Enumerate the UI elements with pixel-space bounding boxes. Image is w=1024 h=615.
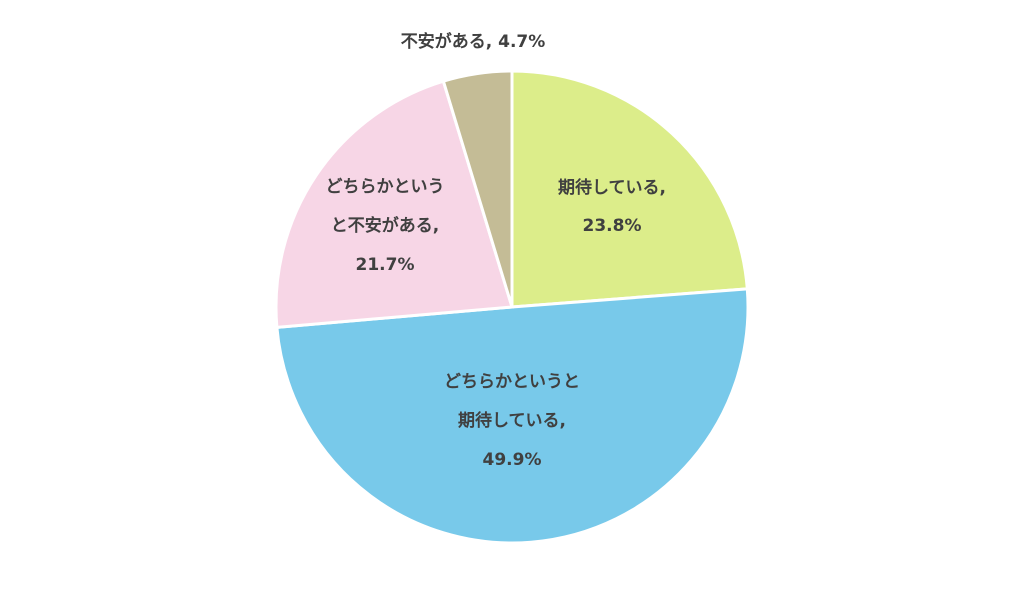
data-label: どちらかという [326,177,445,197]
data-label: 49.9% [483,450,542,470]
pie-slice [441,69,514,308]
pie-slice [275,287,750,545]
data-label: 期待している, [558,177,666,198]
data-label: 期待している, [458,410,566,431]
data-label: 不安がある, 4.7% [401,31,546,52]
pie-slice [274,79,514,329]
pie-slice [510,69,749,309]
data-label: 23.8% [583,216,642,236]
data-label: 21.7% [356,255,415,275]
data-label: どちらかというと [444,372,580,392]
data-label: と不安がある, [331,215,439,236]
